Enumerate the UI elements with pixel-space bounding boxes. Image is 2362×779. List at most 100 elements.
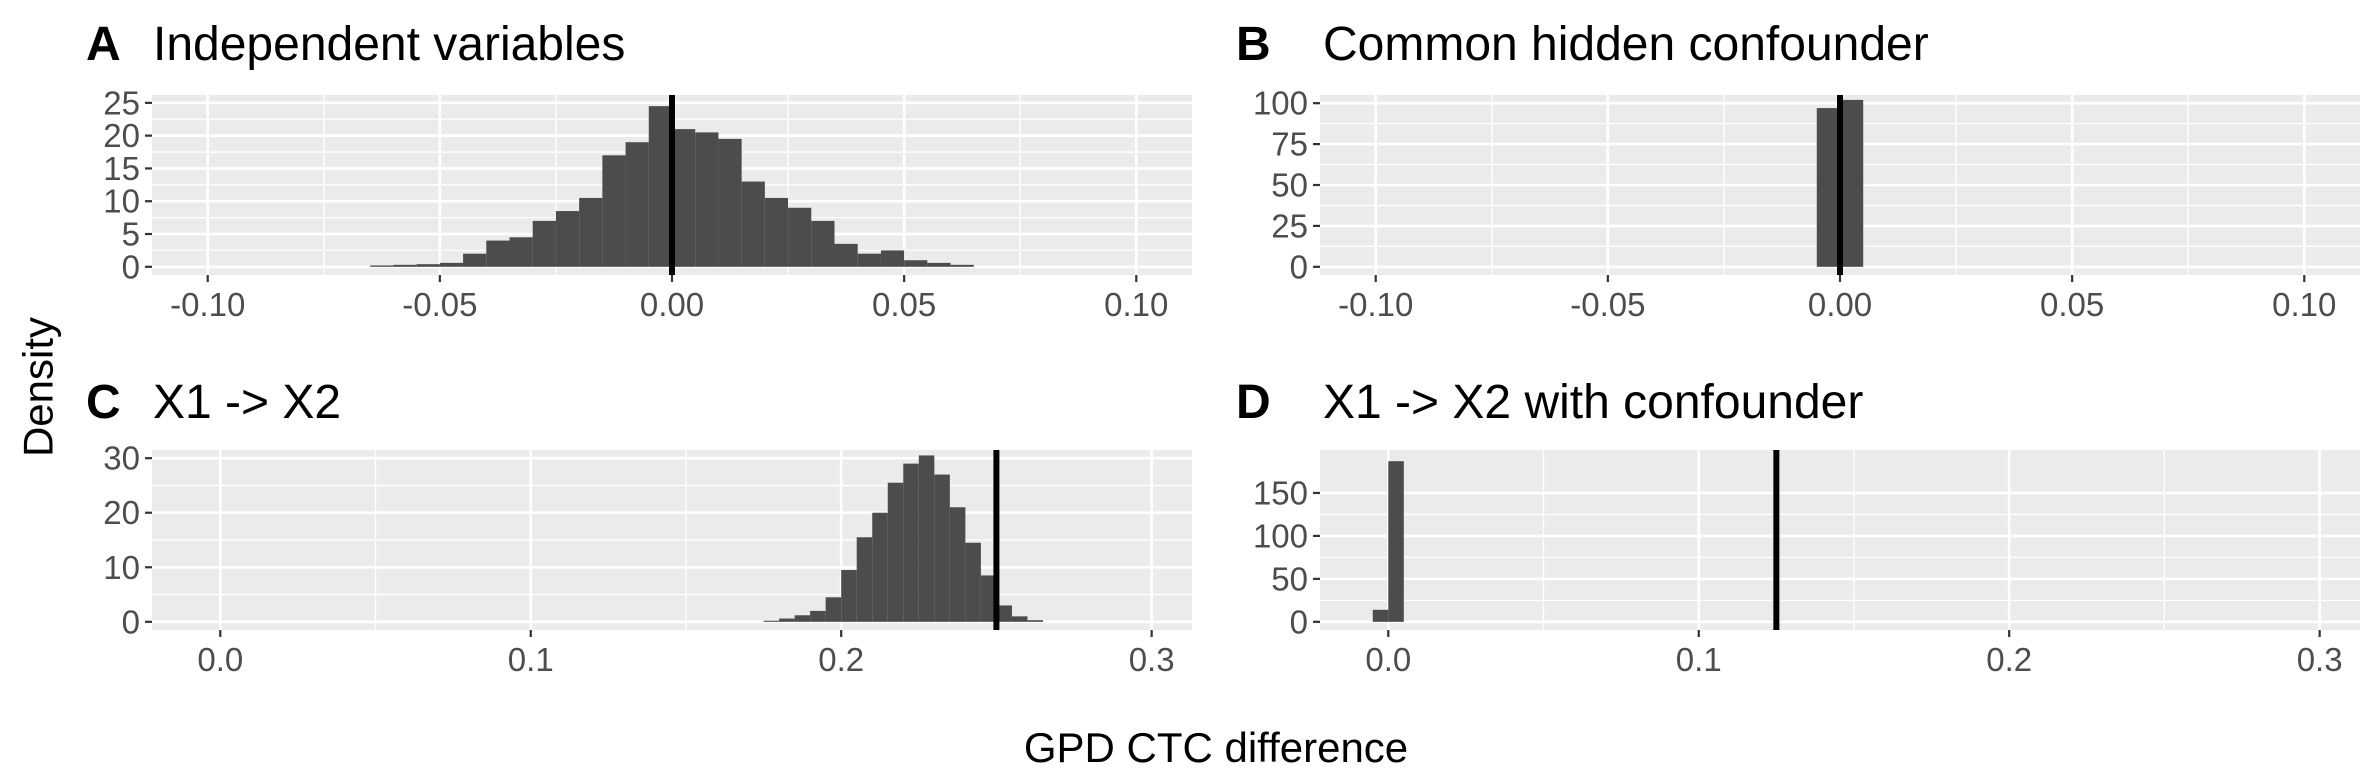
panel-d-x-tick-label: 0.3 bbox=[2297, 641, 2343, 678]
panel-a-histogram-bar bbox=[532, 220, 556, 267]
panel-b-y-tick-label: 75 bbox=[1271, 126, 1308, 163]
panel-a-histogram-bar bbox=[579, 197, 603, 267]
panel-b-histogram-bar bbox=[1840, 99, 1864, 267]
panel-b-x-tick-label: 0.05 bbox=[2040, 286, 2104, 323]
panel-c-title: X1 -> X2 bbox=[153, 376, 341, 429]
panel-a-x-tick-label: -0.10 bbox=[170, 286, 245, 323]
panel-d-y-tick-label: 100 bbox=[1253, 517, 1308, 554]
panel-d-title: X1 -> X2 with confounder bbox=[1323, 376, 1863, 429]
panel-a-x-tick-label: 0.00 bbox=[640, 286, 704, 323]
panel-a-histogram-bar bbox=[811, 220, 835, 267]
panel-a: A Independent variables -0.10 -0.05 0.00 0.… bbox=[86, 18, 1192, 323]
panel-b-y-tick-label: 25 bbox=[1271, 207, 1308, 244]
panel-d: D X1 -> X2 with confounder 0.0 0.1 0.2 0.3 0… bbox=[1236, 376, 2360, 678]
panel-a-histogram-bar bbox=[834, 243, 858, 267]
panel-c-histogram-bar bbox=[779, 618, 795, 622]
panel-b: B Common hidden confounder -0.10 -0.05 0.0… bbox=[1236, 18, 2360, 323]
panel-a-histogram-bar bbox=[416, 264, 440, 267]
panel-b-x-tick-label: -0.05 bbox=[1570, 286, 1645, 323]
panel-a-histogram-bar bbox=[741, 181, 765, 267]
panel-d-histogram-bar bbox=[1372, 609, 1389, 622]
panel-a-histogram-bar bbox=[602, 155, 626, 267]
panel-c-y-tick-label: 30 bbox=[103, 440, 140, 477]
panel-d-histogram-bar bbox=[1388, 461, 1404, 622]
panel-c-histogram-bar bbox=[763, 620, 780, 622]
panel-a-x-tick-label: -0.05 bbox=[402, 286, 477, 323]
panel-a-histogram-bar bbox=[788, 207, 812, 267]
y-axis-title: Density bbox=[15, 317, 62, 457]
panel-c-histogram-bar bbox=[856, 537, 873, 622]
panel-a-histogram-bar bbox=[625, 142, 649, 267]
panel-a-tag: A bbox=[86, 18, 121, 71]
panel-b-y-tick-label: 50 bbox=[1271, 167, 1308, 204]
panel-b-x-tick-label: 0.00 bbox=[1808, 286, 1872, 323]
panel-c-histogram-bar bbox=[841, 570, 857, 622]
panel-d-x-tick-label: 0.2 bbox=[1986, 641, 2032, 678]
panel-c-histogram-bar bbox=[794, 615, 811, 622]
panel-a-histogram-bar bbox=[648, 106, 672, 267]
x-axis-title: GPD CTC difference bbox=[1024, 724, 1408, 771]
panel-a-histogram-bar bbox=[764, 197, 789, 267]
panel-a-x-tick-label: 0.05 bbox=[872, 286, 936, 323]
panel-a-histogram-bar bbox=[393, 264, 417, 267]
panel-b-x-tick-label: -0.10 bbox=[1338, 286, 1413, 323]
panel-a-histogram-bar bbox=[880, 250, 905, 267]
panel-a-x-tick-label: 0.10 bbox=[1104, 286, 1168, 323]
panel-c-histogram-bar bbox=[980, 575, 997, 622]
panel-a-y-tick-label: 20 bbox=[103, 117, 140, 154]
panel-a-histogram-bar bbox=[927, 262, 951, 267]
panel-c-x-tick-label: 0.1 bbox=[508, 641, 554, 678]
panel-a-histogram-bar bbox=[463, 253, 487, 267]
panel-a-histogram-bar bbox=[718, 138, 742, 267]
panel-c-y-tick-label: 20 bbox=[103, 494, 140, 531]
panel-c-x-tick-label: 0.2 bbox=[818, 641, 864, 678]
panel-c-histogram-bar bbox=[965, 542, 981, 622]
panel-a-histogram-bar bbox=[439, 262, 464, 267]
panel-b-histogram-bar bbox=[1816, 108, 1840, 267]
panel-c-x-tick-label: 0.3 bbox=[1129, 641, 1175, 678]
panel-a-y-tick-label: 10 bbox=[103, 183, 140, 220]
panel-c-histogram-bar bbox=[887, 482, 904, 622]
panel-b-title: Common hidden confounder bbox=[1323, 18, 1929, 71]
panel-d-plot-background bbox=[1320, 450, 2360, 630]
panel-c-histogram-bar bbox=[1027, 620, 1043, 622]
panel-a-histogram-bar bbox=[555, 211, 580, 267]
panel-a-histogram-bar bbox=[370, 265, 394, 267]
panel-d-y-tick-label: 150 bbox=[1253, 474, 1308, 511]
panel-b-tag: B bbox=[1236, 18, 1271, 71]
panel-a-y-tick-label: 0 bbox=[122, 248, 140, 285]
panel-c-x-tick-label: 0.0 bbox=[197, 641, 243, 678]
panel-a-y-tick-label: 15 bbox=[103, 150, 140, 187]
panel-c-histogram-bar bbox=[1011, 616, 1028, 622]
panel-c-tag: C bbox=[86, 376, 121, 429]
panel-a-title: Independent variables bbox=[153, 18, 625, 71]
panel-a-histogram-bar bbox=[950, 264, 974, 267]
panel-c-y-tick-label: 0 bbox=[122, 603, 140, 640]
panel-b-x-tick-label: 0.10 bbox=[2272, 286, 2336, 323]
panel-c-histogram-bar bbox=[918, 455, 935, 622]
panel-c-histogram-bar bbox=[872, 512, 888, 622]
panel-a-histogram-bar bbox=[486, 240, 510, 267]
panel-c-histogram-bar bbox=[934, 474, 950, 622]
panel-a-histogram-bar bbox=[695, 132, 719, 267]
panel-d-x-tick-label: 0.1 bbox=[1676, 641, 1722, 678]
panel-a-histogram-bar bbox=[509, 237, 533, 267]
panel-c-histogram-bar bbox=[825, 597, 842, 622]
panel-c-histogram-bar bbox=[810, 610, 826, 622]
panel-d-y-tick-label: 0 bbox=[1290, 603, 1308, 640]
panel-d-x-tick-label: 0.0 bbox=[1365, 641, 1411, 678]
panel-d-tag: D bbox=[1236, 376, 1271, 429]
panel-c-histogram-bar bbox=[996, 605, 1012, 622]
panel-c: C X1 -> X2 0.0 0.1 0.2 0.3 0 10 20 30 bbox=[86, 376, 1192, 678]
panel-c-histogram-bar bbox=[903, 463, 919, 622]
panel-a-y-tick-label: 25 bbox=[103, 84, 140, 121]
panel-b-y-tick-label: 0 bbox=[1290, 248, 1308, 285]
panel-c-histogram-bar bbox=[949, 507, 966, 622]
panel-c-y-tick-label: 10 bbox=[103, 549, 140, 586]
panel-b-y-tick-label: 100 bbox=[1253, 85, 1308, 122]
panel-a-histogram-bar bbox=[857, 253, 881, 267]
panel-a-histogram-bar bbox=[904, 260, 928, 267]
panel-a-histogram-bar bbox=[672, 129, 696, 267]
panel-a-y-tick-label: 5 bbox=[122, 216, 140, 253]
